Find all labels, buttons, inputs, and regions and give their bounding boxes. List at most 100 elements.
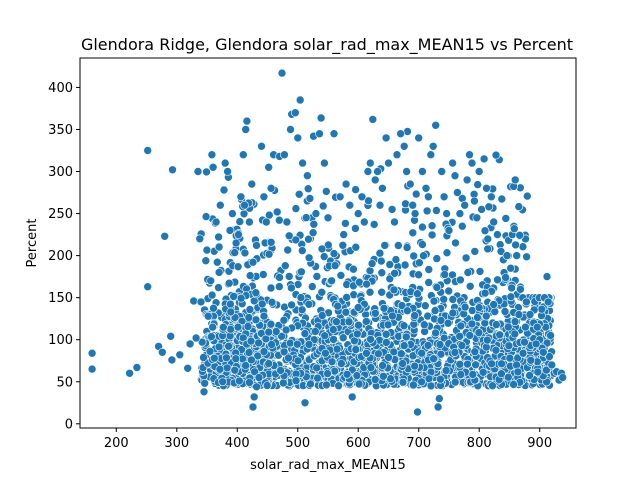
scatter-point xyxy=(456,370,466,379)
scatter-point xyxy=(463,268,473,277)
scatter-point xyxy=(252,382,261,392)
scatter-point xyxy=(509,224,519,233)
scatter-point xyxy=(250,367,259,377)
scatter-point xyxy=(515,231,525,240)
scatter-point xyxy=(431,121,441,130)
scatter-point xyxy=(205,346,215,356)
scatter-point xyxy=(419,320,429,330)
scatter-point xyxy=(463,359,472,369)
scatter-point xyxy=(199,387,209,397)
y-tick-label: 350 xyxy=(48,123,73,138)
y-tick-label: 100 xyxy=(48,333,73,348)
scatter-point xyxy=(368,115,378,124)
scatter-point xyxy=(497,369,506,379)
scatter-point xyxy=(332,317,341,327)
y-tick-label: 200 xyxy=(48,249,73,264)
scatter-point xyxy=(417,377,426,387)
scatter-point xyxy=(259,192,269,202)
scatter-point xyxy=(426,381,436,391)
scatter-point xyxy=(219,322,228,332)
scatter-point xyxy=(199,353,208,362)
scatter-point xyxy=(480,288,490,298)
scatter-point xyxy=(405,179,415,189)
scatter-point xyxy=(229,292,238,301)
scatter-point xyxy=(363,167,373,176)
scatter-point xyxy=(241,361,250,370)
scatter-point xyxy=(318,201,328,211)
scatter-point xyxy=(315,129,324,138)
scatter-point xyxy=(226,307,236,317)
scatter-point xyxy=(267,340,276,349)
scatter-point xyxy=(236,192,246,202)
scatter-point xyxy=(462,175,472,185)
scatter-point xyxy=(317,244,327,254)
scatter-point xyxy=(349,290,359,300)
scatter-point xyxy=(201,212,211,221)
x-axis-label: solar_rad_max_MEAN15 xyxy=(250,458,406,473)
scatter-point xyxy=(245,305,255,314)
scatter-point xyxy=(435,340,445,349)
scatter-point xyxy=(351,224,360,233)
scatter-point xyxy=(284,353,293,363)
scatter-point xyxy=(292,339,302,349)
scatter-point xyxy=(201,256,211,266)
scatter-point xyxy=(373,167,382,176)
scatter-point xyxy=(185,339,195,349)
scatter-point xyxy=(249,392,259,402)
scatter-point xyxy=(385,274,395,284)
scatter-point xyxy=(398,377,408,387)
scatter-point xyxy=(248,402,258,412)
scatter-point xyxy=(225,226,235,235)
scatter-point xyxy=(298,158,307,168)
scatter-point xyxy=(501,273,510,282)
scatter-point xyxy=(291,204,301,213)
scatter-point xyxy=(369,220,379,229)
scatter-point xyxy=(206,276,215,286)
scatter-point xyxy=(327,276,336,286)
scatter-point xyxy=(510,317,520,326)
scatter-point xyxy=(542,272,552,281)
scatter-point xyxy=(408,351,418,361)
scatter-point xyxy=(338,333,348,343)
scatter-point xyxy=(228,209,237,218)
scatter-point xyxy=(477,205,486,214)
scatter-point xyxy=(341,219,350,228)
scatter-point xyxy=(307,282,317,291)
scatter-point xyxy=(280,261,290,271)
scatter-point xyxy=(209,303,218,313)
scatter-point xyxy=(511,240,520,250)
scatter-point xyxy=(489,217,499,227)
scatter-point xyxy=(497,359,506,369)
scatter-point xyxy=(235,217,245,226)
scatter-point xyxy=(320,331,330,341)
scatter-point xyxy=(344,317,354,327)
scatter-point xyxy=(514,310,524,319)
scatter-point xyxy=(167,355,177,365)
scatter-point xyxy=(473,313,482,322)
scatter-point xyxy=(421,184,431,193)
scatter-point xyxy=(436,349,446,359)
scatter-point xyxy=(287,283,296,293)
y-axis-ticks: 0 50 100 150 200 250 300 350 400 xyxy=(48,81,80,432)
scatter-point xyxy=(230,248,239,257)
scatter-point xyxy=(470,247,480,256)
scatter-point xyxy=(306,379,315,389)
scatter-point xyxy=(408,228,418,238)
scatter-point xyxy=(451,238,460,248)
scatter-point xyxy=(234,230,243,239)
y-tick-label: 300 xyxy=(48,165,73,180)
scatter-point xyxy=(507,283,516,293)
scatter-point xyxy=(487,359,496,369)
scatter-point xyxy=(271,327,281,336)
scatter-point xyxy=(497,194,507,204)
scatter-point xyxy=(354,277,364,287)
scatter-point xyxy=(386,374,395,384)
scatter-point xyxy=(422,206,432,216)
scatter-point xyxy=(277,68,287,78)
scatter-point xyxy=(461,253,471,263)
scatter-point xyxy=(420,301,430,311)
scatter-point xyxy=(215,364,225,374)
scatter-point xyxy=(450,171,460,180)
scatter-point xyxy=(430,306,440,315)
scatter-point xyxy=(293,133,303,143)
